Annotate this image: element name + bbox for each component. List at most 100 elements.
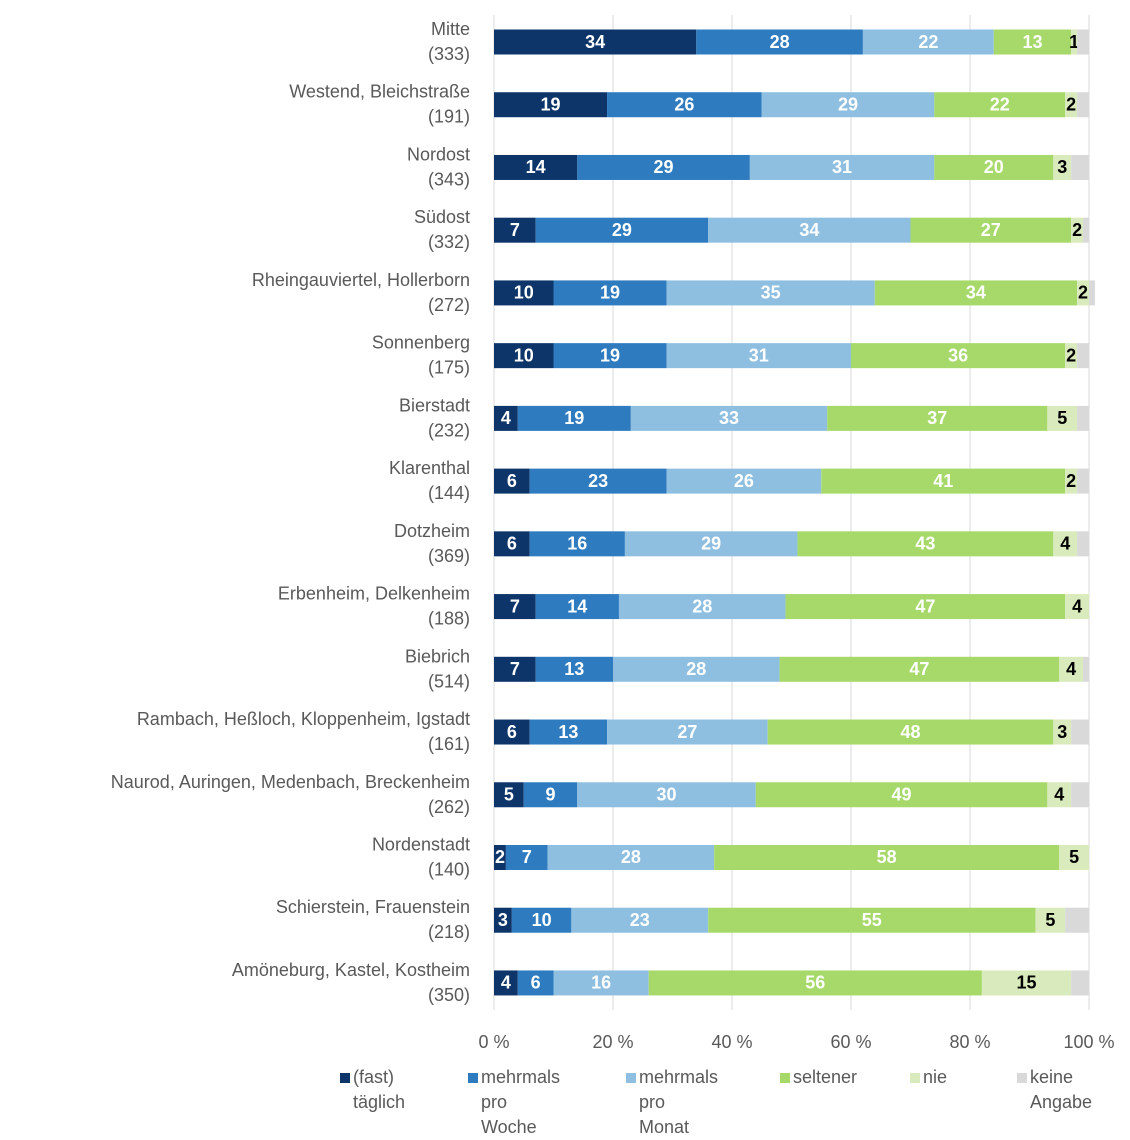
data-label: 58: [877, 847, 897, 867]
bar-segment: [553, 343, 667, 369]
data-label: 23: [630, 910, 650, 930]
legend-label: mehrmals pro Monat: [639, 1067, 718, 1137]
bar-segment: [494, 92, 608, 118]
bar-segment: [511, 907, 572, 933]
data-label: 33: [719, 408, 739, 428]
data-label: 34: [799, 220, 819, 240]
category-label: Klarenthal (144): [389, 458, 470, 503]
data-label: 13: [1022, 32, 1042, 52]
data-label: 29: [612, 220, 632, 240]
bar-segment: [1083, 217, 1089, 243]
bar-segment: [624, 531, 798, 557]
x-tick-label: 0 %: [478, 1032, 509, 1052]
bar-segment: [1059, 844, 1089, 870]
legend-swatch: [626, 1073, 636, 1083]
bar-segment: [494, 217, 536, 243]
bar-segment: [553, 970, 649, 996]
bar-segment: [666, 343, 851, 369]
bar-segment: [523, 782, 578, 808]
data-label: 16: [591, 973, 611, 993]
data-label: 10: [514, 283, 534, 303]
data-label: 29: [654, 157, 674, 177]
data-label: 27: [677, 722, 697, 742]
data-label: 22: [990, 94, 1010, 114]
data-label: 41: [933, 471, 953, 491]
data-label: 48: [900, 722, 920, 742]
data-label: 30: [657, 785, 677, 805]
data-label: 28: [692, 596, 712, 616]
bar-segment: [1053, 719, 1072, 745]
bar-segment: [1065, 343, 1078, 369]
data-label: 23: [588, 471, 608, 491]
data-label: 34: [966, 283, 986, 303]
bar-segment: [1035, 907, 1066, 933]
bar-segment: [494, 782, 524, 808]
data-label: 19: [541, 94, 561, 114]
bar-segment: [874, 280, 1078, 306]
data-label: 37: [927, 408, 947, 428]
bar-segment: [785, 594, 1066, 620]
bar-segment: [494, 468, 530, 494]
data-label: 13: [558, 722, 578, 742]
legend-label: seltener: [793, 1067, 857, 1087]
legend-label: (fast) täglich: [353, 1067, 405, 1112]
data-label: 22: [918, 32, 938, 52]
data-label: 3: [498, 910, 508, 930]
category-label: Westend, Bleichstraße (191): [289, 81, 470, 126]
bar-segment: [607, 719, 768, 745]
data-label: 29: [838, 94, 858, 114]
legend-swatch: [340, 1073, 350, 1083]
bar-segment: [1077, 92, 1089, 118]
data-label: 6: [531, 973, 541, 993]
data-label: 5: [1069, 847, 1079, 867]
data-label: 7: [510, 596, 520, 616]
bar-segment: [1059, 656, 1084, 682]
category-label: Rambach, Heßloch, Kloppenheim, Igstadt (1…: [137, 709, 470, 754]
x-tick-label: 40 %: [711, 1032, 752, 1052]
data-label: 6: [507, 722, 517, 742]
bar-segment: [708, 217, 911, 243]
bar-segment: [517, 970, 554, 996]
x-tick-label: 60 %: [830, 1032, 871, 1052]
data-label: 14: [526, 157, 546, 177]
bar-segment: [696, 29, 863, 55]
bar-segment: [981, 970, 1072, 996]
category-label: Amöneburg, Kastel, Kostheim (350): [232, 960, 470, 1005]
bar-segment: [666, 280, 875, 306]
bar-segment: [797, 531, 1054, 557]
bar-segment: [755, 782, 1048, 808]
data-label: 16: [567, 534, 587, 554]
data-label: 1: [1069, 32, 1079, 52]
category-label: Nordenstadt (140): [372, 834, 470, 879]
bar-segment: [1077, 468, 1089, 494]
legend-label: keine Angabe: [1030, 1067, 1092, 1112]
bar-segment: [1077, 343, 1089, 369]
bar-segment: [1065, 92, 1078, 118]
bar-segment: [666, 468, 822, 494]
bar-segment: [827, 405, 1048, 431]
bar-segment: [613, 656, 780, 682]
bar-segment: [934, 92, 1066, 118]
data-label: 19: [600, 283, 620, 303]
bar-segment: [1077, 531, 1089, 557]
legend-swatch: [910, 1073, 920, 1083]
bar-segment: [494, 907, 512, 933]
data-label: 14: [567, 596, 587, 616]
data-label: 56: [805, 973, 825, 993]
data-label: 43: [915, 534, 935, 554]
bar-segment: [862, 29, 994, 55]
bar-segment: [547, 844, 715, 870]
legend-swatch: [468, 1073, 478, 1083]
bar-segment: [648, 970, 982, 996]
bar-segment: [494, 594, 536, 620]
data-label: 26: [734, 471, 754, 491]
bar-segment: [779, 656, 1060, 682]
data-label: 10: [514, 345, 534, 365]
data-label: 4: [501, 408, 511, 428]
data-label: 20: [984, 157, 1004, 177]
data-label: 2: [1066, 94, 1076, 114]
data-label: 26: [674, 94, 694, 114]
data-label: 2: [1066, 345, 1076, 365]
data-label: 7: [510, 220, 520, 240]
bar-segment: [1053, 531, 1078, 557]
